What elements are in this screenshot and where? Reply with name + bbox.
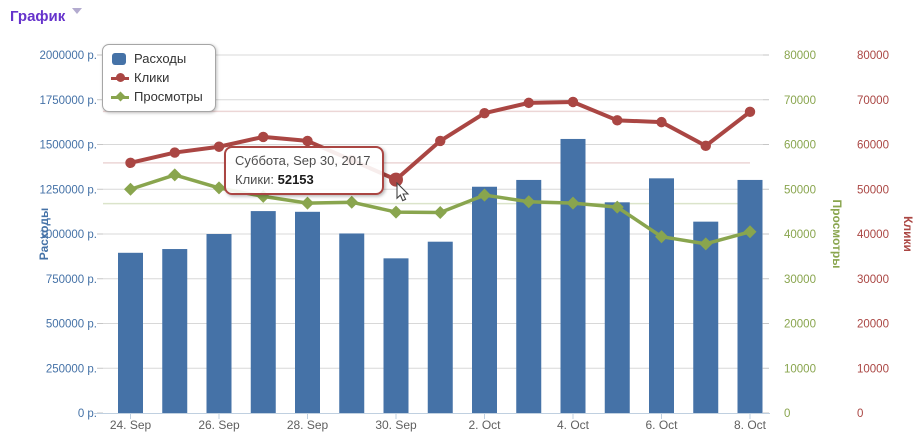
clicks-point[interactable] [213,141,225,152]
clicks-axis-label: 20000 [857,319,889,331]
left-axis-label: 2000000 р. [39,50,97,62]
clicks-axis-label: 0 [857,408,863,420]
clicks-point[interactable] [302,135,313,147]
views-point[interactable] [699,237,713,251]
left-axis-label: 750000 р. [46,274,97,286]
bar-4-oct[interactable] [560,138,586,414]
chart-legend: Расходы Клики Просмотры [102,44,216,112]
x-axis-label: 28. Sep [287,418,329,432]
bar-30-sep[interactable] [383,258,409,413]
bar-29-sep[interactable] [339,233,365,413]
views-axis-label: 30000 [784,274,816,286]
views-point[interactable] [389,205,403,219]
bar-2-oct[interactable] [472,186,497,413]
x-axis-label: 24. Sep [110,418,152,432]
clicks-point[interactable] [612,115,623,126]
views-point[interactable] [212,181,226,195]
left-axis-label: 1750000 р. [39,95,97,107]
legend-label: Расходы [134,51,187,66]
views-point[interactable] [300,196,315,210]
views-axis-label: 80000 [784,50,816,62]
clicks-point-hovered[interactable] [389,172,403,187]
views-axis-label: 50000 [784,184,816,196]
clicks-point[interactable] [700,140,711,152]
clicks-axis-label: 10000 [857,363,889,375]
bar-3-oct[interactable] [516,179,542,413]
views-point[interactable] [566,196,580,210]
views-point[interactable] [743,225,757,239]
views-axis-title: Просмотры [830,199,844,268]
left-axis-label: 1500000 р. [39,140,97,152]
clicks-axis-label: 60000 [857,140,889,152]
chevron-down-icon [72,8,83,14]
views-axis-label: 60000 [784,140,816,152]
views-point[interactable] [168,168,182,182]
tooltip-title: Суббота, Sep 30, 2017 [235,153,371,168]
clicks-axis-label: 40000 [857,229,889,241]
legend-label: Просмотры [134,89,203,104]
legend-item-clicks[interactable]: Клики [111,68,203,87]
bar-7-oct[interactable] [693,221,719,413]
clicks-point[interactable] [169,147,180,158]
left-axis-title: Расходы [37,208,51,260]
views-axis-label: 20000 [784,319,816,331]
clicks-axis-label: 30000 [857,274,889,286]
left-axis-label: 1000000 р. [39,229,97,241]
x-axis-label: 30. Sep [375,418,417,432]
clicks-point[interactable] [435,135,446,147]
x-axis-label: 2. Oct [468,418,501,432]
views-point[interactable] [477,188,492,202]
line-diamond-series-icon [111,91,129,103]
tooltip: Суббота, Sep 30, 2017 Клики: 52153 [224,146,384,195]
views-axis-label: 70000 [784,95,816,107]
clicks-point[interactable] [744,106,756,118]
clicks-axis-label: 70000 [857,95,889,107]
x-axis-label: 8. Oct [734,418,767,432]
bar-25-sep[interactable] [162,249,188,413]
x-axis-label: 26. Sep [198,418,240,432]
clicks-axis-label: 80000 [857,50,889,62]
clicks-point[interactable] [258,131,269,143]
bar-26-sep[interactable] [206,234,232,413]
views-point[interactable] [433,206,447,220]
bar-8-oct[interactable] [737,179,763,413]
bar-6-oct[interactable] [649,178,674,413]
left-axis-label: 1250000 р. [39,184,97,196]
views-point[interactable] [610,200,624,214]
legend-item-views[interactable]: Просмотры [111,87,203,106]
views-point[interactable] [654,230,669,244]
line-circle-series-icon [111,72,129,84]
views-point[interactable] [123,182,138,196]
legend-item-expenses[interactable]: Расходы [111,49,203,68]
left-axis-label: 0 р. [78,408,97,420]
tooltip-value-row: Клики: 52153 [235,172,314,187]
x-axis-label: 4. Oct [557,418,590,432]
views-axis-label: 0 [784,408,790,420]
clicks-point[interactable] [125,157,136,169]
bar-1-oct[interactable] [427,241,453,413]
legend-label: Клики [134,70,170,85]
bar-5-oct[interactable] [604,202,630,413]
page-title: График [10,8,66,25]
bar-24-sep[interactable] [118,252,143,413]
clicks-point[interactable] [567,96,579,108]
views-axis-label: 10000 [784,363,816,375]
bar-series-icon [111,52,129,65]
clicks-point[interactable] [523,97,534,109]
x-axis-label: 6. Oct [645,418,678,432]
clicks-point[interactable] [479,107,490,119]
views-axis-label: 40000 [784,229,816,241]
views-point[interactable] [522,195,536,209]
clicks-point[interactable] [656,116,667,128]
chart-type-dropdown[interactable]: График [10,8,83,25]
bar-28-sep[interactable] [295,211,320,413]
bar-27-sep[interactable] [250,211,276,413]
left-axis-label: 500000 р. [46,319,97,331]
clicks-axis-title: Клики [901,216,915,252]
left-axis-label: 250000 р. [46,363,97,375]
clicks-axis-label: 50000 [857,184,889,196]
views-point[interactable] [345,195,359,209]
